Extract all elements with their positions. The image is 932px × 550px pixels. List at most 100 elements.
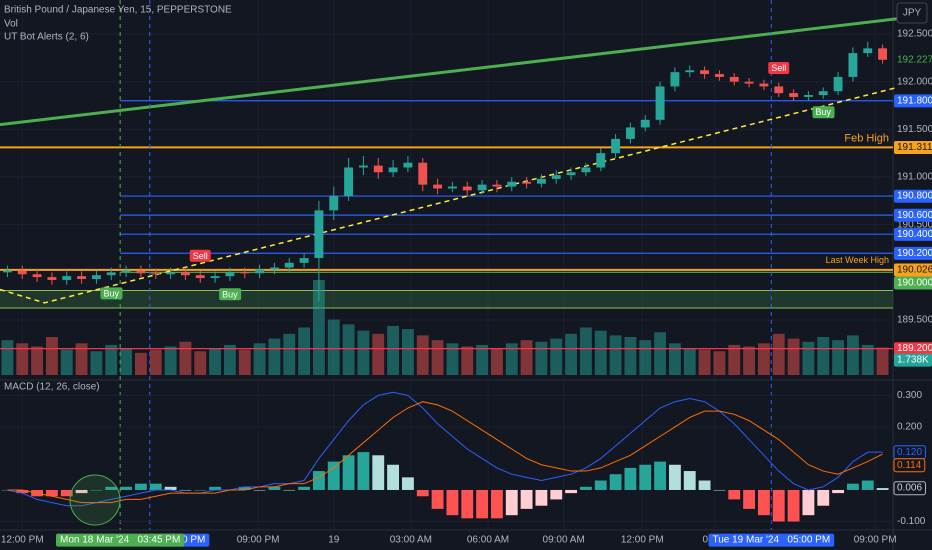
- level-label: 190.800: [897, 191, 932, 202]
- currency-label[interactable]: JPY: [903, 8, 922, 19]
- signal-label: Buy: [222, 289, 238, 299]
- x-tick-label: 19: [328, 535, 340, 546]
- candle-body: [759, 83, 769, 87]
- level-label: 189.200: [897, 343, 932, 354]
- candle-body: [151, 273, 161, 275]
- candle-body: [789, 93, 799, 97]
- candle-body: [700, 70, 710, 75]
- volume-bar: [416, 335, 429, 375]
- histogram-bar: [164, 486, 177, 490]
- volume-bar: [223, 344, 236, 375]
- histogram-bar: [401, 477, 414, 490]
- volume-bar: [357, 330, 370, 375]
- label-box: [893, 458, 926, 473]
- histogram-bar: [624, 467, 637, 490]
- candle-body: [180, 272, 190, 276]
- series-last-label: 0.114: [897, 460, 922, 471]
- y-tick-label: 0.200: [897, 422, 922, 433]
- histogram-bar: [387, 464, 400, 490]
- candle-body: [477, 184, 487, 191]
- histogram-bar: [238, 486, 251, 490]
- histogram-bar: [446, 489, 459, 516]
- y-tick-label: 192.000: [897, 76, 932, 87]
- volume-bar: [298, 327, 311, 375]
- volume-bar: [149, 349, 162, 375]
- y-tick-label: 191.000: [897, 172, 932, 183]
- histogram-bar: [253, 489, 266, 491]
- label-box: [894, 246, 932, 260]
- level-name: Last Week High: [826, 255, 889, 265]
- histogram-bar: [520, 489, 533, 509]
- volume-bar: [90, 351, 103, 375]
- candle-body: [284, 262, 294, 268]
- histogram-bar: [505, 489, 518, 516]
- histogram-bar: [75, 489, 88, 494]
- label-box: [894, 227, 932, 241]
- volume-bar: [16, 343, 29, 375]
- x-tick-label: 03:00 AM: [390, 535, 432, 546]
- candle-body: [522, 181, 532, 184]
- candle-body: [2, 270, 12, 273]
- candle-body: [655, 86, 665, 120]
- label-box: [894, 189, 932, 203]
- volume-bar: [594, 330, 607, 375]
- candle-body: [106, 272, 116, 276]
- highlight-circle: [69, 474, 121, 526]
- candle-body: [195, 275, 205, 279]
- histogram-bar: [817, 489, 830, 506]
- volume-bar: [461, 346, 474, 375]
- histogram-bar: [312, 471, 325, 490]
- histogram-bar: [60, 489, 73, 497]
- volume-bar: [846, 335, 859, 375]
- y-tick-label: -0.100: [897, 516, 926, 527]
- candle-body: [596, 153, 606, 168]
- histogram-bar: [728, 489, 741, 500]
- volume-bar: [535, 341, 548, 375]
- label-box: [812, 106, 835, 119]
- volume-bar: [698, 349, 711, 375]
- volume-bar: [194, 351, 207, 375]
- candle-body: [462, 186, 472, 191]
- histogram-bar: [772, 489, 785, 522]
- label-box: [894, 276, 932, 290]
- candle-body: [62, 276, 72, 280]
- candle-body: [344, 167, 354, 197]
- candle-body: [774, 86, 784, 94]
- volume-bar: [209, 348, 222, 375]
- volume-last: 1.738K: [897, 355, 929, 366]
- volume-bar: [520, 340, 533, 375]
- volume-bar: [683, 348, 696, 375]
- candle-body: [47, 277, 57, 280]
- candle-body: [833, 76, 843, 92]
- candle-body: [240, 272, 250, 274]
- volume-bar: [327, 319, 340, 375]
- histogram-bar: [268, 486, 281, 490]
- candle-body: [388, 167, 398, 173]
- signal-label: Buy: [815, 107, 831, 117]
- label-box: [893, 481, 926, 496]
- volume-bar: [624, 337, 637, 375]
- volume-bar: [713, 351, 726, 375]
- signal-label: Sell: [193, 251, 208, 261]
- histogram-bar: [490, 489, 503, 519]
- histogram-bar: [298, 486, 311, 490]
- candle-body: [358, 165, 368, 168]
- histogram-bar: [105, 486, 118, 490]
- volume-bar: [550, 338, 563, 375]
- volume-bar: [45, 337, 58, 375]
- label-box: [894, 141, 932, 155]
- candle-body: [625, 127, 635, 139]
- x-tick-label: 06:00 AM: [467, 535, 509, 546]
- volume-bar: [639, 340, 652, 375]
- y-tick-label: 191.500: [897, 124, 932, 135]
- histogram-bar: [609, 474, 622, 490]
- candle-body: [210, 276, 220, 279]
- currency-button[interactable]: [896, 2, 928, 24]
- volume-bar: [60, 349, 73, 375]
- histogram-bar: [45, 489, 58, 497]
- volume-bar: [387, 325, 400, 375]
- volume-bar: [802, 341, 815, 375]
- candle-body: [314, 210, 324, 259]
- histogram-bar: [713, 489, 726, 491]
